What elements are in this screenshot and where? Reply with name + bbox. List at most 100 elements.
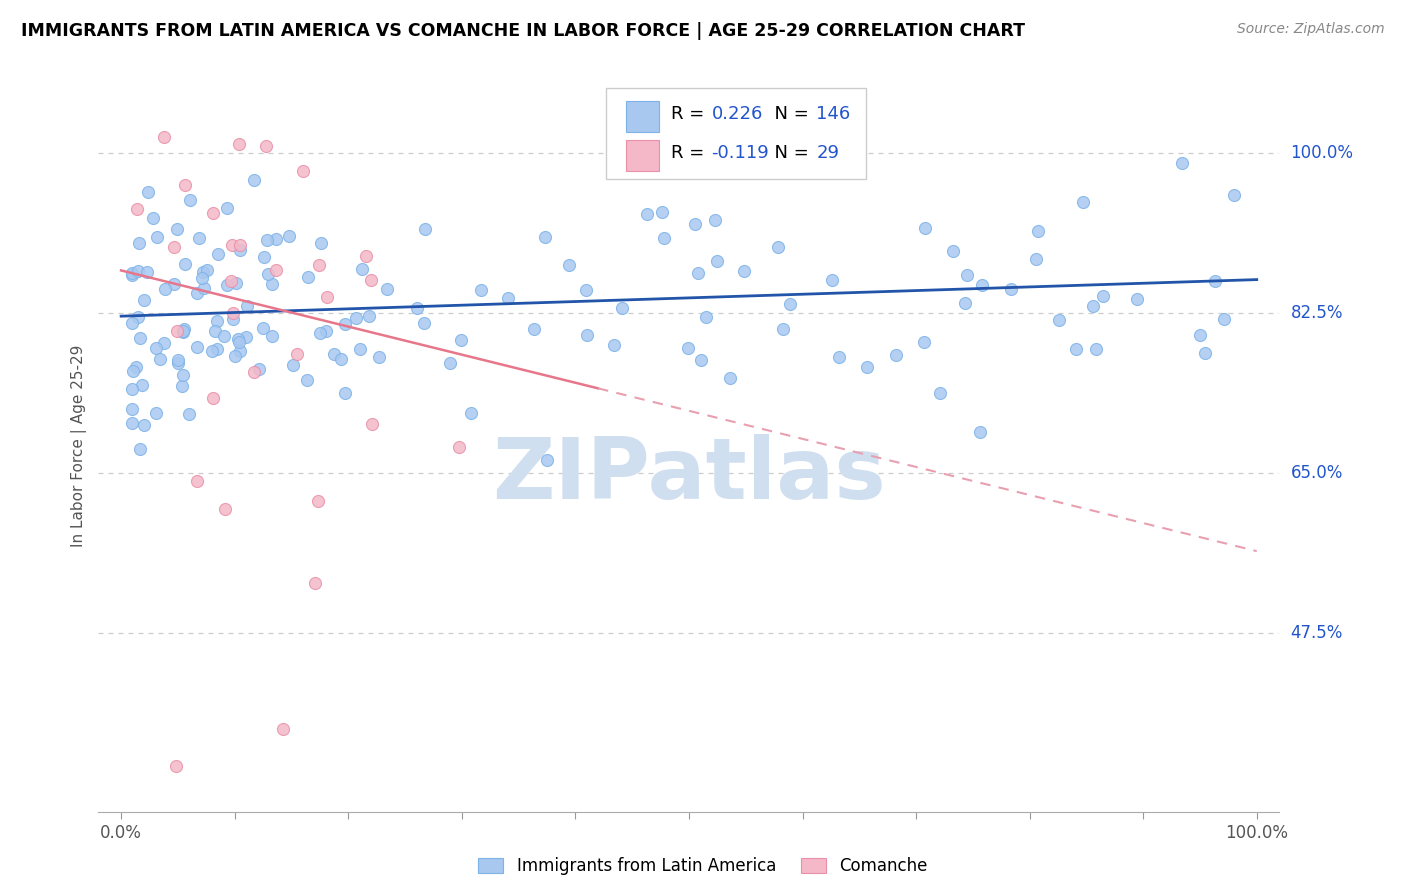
Point xyxy=(172,324,194,338)
Text: N =: N = xyxy=(763,145,815,162)
Point xyxy=(354,249,377,263)
Point xyxy=(1071,195,1094,210)
Point xyxy=(121,316,143,330)
Point xyxy=(291,164,314,178)
Point xyxy=(228,136,250,151)
Point xyxy=(247,362,270,376)
Point xyxy=(912,334,935,349)
Point xyxy=(375,282,398,296)
Point xyxy=(152,130,174,145)
Point xyxy=(315,325,337,339)
Point xyxy=(558,258,581,272)
Point xyxy=(262,329,284,343)
Text: IMMIGRANTS FROM LATIN AMERICA VS COMANCHE IN LABOR FORCE | AGE 25-29 CORRELATION: IMMIGRANTS FROM LATIN AMERICA VS COMANCH… xyxy=(21,22,1025,40)
Point xyxy=(470,283,492,297)
Point xyxy=(136,186,159,200)
Point xyxy=(683,217,706,231)
Point xyxy=(367,350,389,364)
Point xyxy=(316,290,339,304)
Point xyxy=(214,502,236,516)
Text: 146: 146 xyxy=(817,105,851,123)
Point xyxy=(191,270,214,285)
Text: 0.226: 0.226 xyxy=(711,105,762,123)
Point xyxy=(225,276,247,290)
Point xyxy=(254,138,277,153)
Point xyxy=(132,418,155,433)
Point xyxy=(174,178,197,192)
Point xyxy=(215,202,238,216)
Point xyxy=(127,310,149,324)
Point xyxy=(1212,311,1234,326)
Point xyxy=(1092,289,1115,303)
Point xyxy=(652,231,675,245)
Point xyxy=(344,310,367,325)
Point xyxy=(193,281,215,295)
Point xyxy=(733,263,755,277)
Point xyxy=(228,243,250,257)
Text: Source: ZipAtlas.com: Source: ZipAtlas.com xyxy=(1237,22,1385,37)
Point xyxy=(1025,252,1047,266)
Point xyxy=(439,356,461,370)
Point xyxy=(212,329,235,343)
Point xyxy=(1194,346,1216,360)
Point xyxy=(166,324,188,338)
Point xyxy=(449,440,471,454)
Point xyxy=(226,332,249,346)
Point xyxy=(322,347,344,361)
Point xyxy=(285,347,308,361)
Point xyxy=(1081,299,1104,313)
FancyBboxPatch shape xyxy=(626,140,659,171)
Point xyxy=(202,205,225,219)
Point xyxy=(956,268,979,282)
Point xyxy=(121,416,143,430)
Point xyxy=(281,359,304,373)
Point xyxy=(360,273,382,287)
Point xyxy=(636,207,658,221)
Point xyxy=(125,202,148,216)
Point xyxy=(128,442,150,457)
Point xyxy=(1204,274,1226,288)
Point xyxy=(221,238,243,252)
Point xyxy=(121,268,143,283)
Point xyxy=(122,364,145,378)
Point xyxy=(335,386,357,401)
Point xyxy=(242,365,264,379)
Text: ZIPatlas: ZIPatlas xyxy=(492,434,886,516)
Point xyxy=(330,351,353,366)
Point xyxy=(201,391,224,405)
Point xyxy=(129,331,152,345)
Point xyxy=(603,338,626,352)
Point xyxy=(207,314,229,328)
Point xyxy=(969,425,991,440)
Point xyxy=(201,343,224,358)
Point xyxy=(821,273,844,287)
Point xyxy=(145,341,167,355)
Point xyxy=(235,299,257,313)
Point xyxy=(297,270,319,285)
Point xyxy=(252,320,274,334)
Text: 47.5%: 47.5% xyxy=(1291,624,1343,642)
Point xyxy=(134,293,156,307)
FancyBboxPatch shape xyxy=(626,101,659,132)
Point xyxy=(686,266,709,280)
Point xyxy=(224,349,246,363)
Point xyxy=(222,305,245,319)
Point xyxy=(309,326,332,341)
Point xyxy=(145,406,167,420)
Text: 82.5%: 82.5% xyxy=(1291,304,1343,322)
Point xyxy=(207,247,229,261)
Point xyxy=(413,316,436,330)
Point xyxy=(1026,224,1049,238)
Point xyxy=(266,263,288,277)
Point xyxy=(173,322,195,336)
Point xyxy=(352,261,374,276)
Point xyxy=(308,494,330,508)
Point xyxy=(172,379,194,393)
Point xyxy=(179,193,201,207)
Point xyxy=(153,282,176,296)
Point xyxy=(333,317,356,331)
Point xyxy=(264,232,287,246)
Point xyxy=(204,324,226,338)
Point xyxy=(207,342,229,356)
Point xyxy=(914,221,936,235)
